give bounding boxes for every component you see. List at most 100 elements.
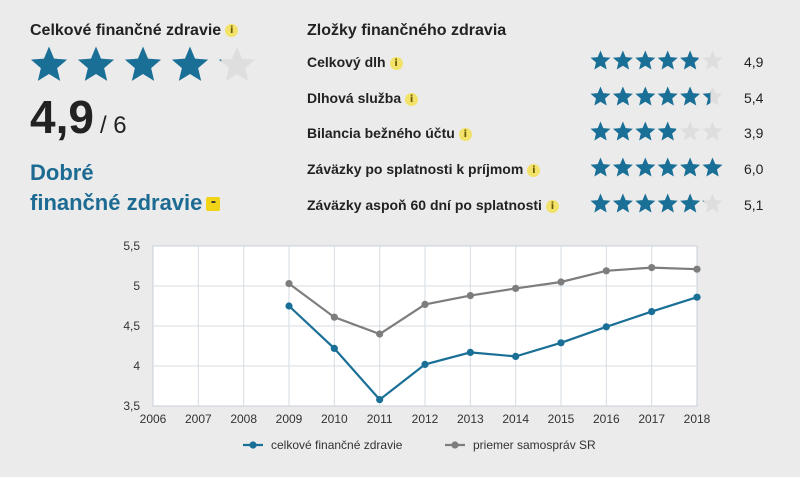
data-point[interactable]	[466, 348, 474, 356]
overall-star	[30, 46, 68, 81]
y-tick-label: 4	[133, 359, 140, 373]
component-star	[657, 121, 678, 141]
x-tick-label: 2018	[684, 412, 711, 426]
legend-swatch-dot	[451, 441, 459, 449]
component-star-rating	[590, 157, 723, 177]
component-star	[680, 121, 701, 141]
component-label-text: Záväzky aspoň 60 dní po splatnosti	[307, 197, 542, 213]
financial-health-line-chart: 5,5 5 4,5 4 3,5 2006 2007 2008 2009 2010 2011 2012…	[123, 239, 711, 452]
data-point[interactable]	[330, 344, 338, 352]
component-star	[657, 193, 678, 213]
x-tick-label: 2008	[230, 412, 257, 426]
component-star	[590, 50, 611, 70]
component-label: Celkový dlh i	[307, 54, 403, 70]
legend-item[interactable]: priemer samospráv SR	[445, 438, 596, 452]
x-tick-label: 2013	[457, 412, 484, 426]
component-star	[635, 50, 656, 70]
component-row: Záväzky po splatnosti k príjmom i 6,0	[307, 155, 777, 185]
data-point[interactable]	[693, 293, 701, 301]
component-value: 4,9	[744, 54, 764, 70]
overall-health-title: Celkové finančné zdravie i	[30, 22, 239, 40]
data-point[interactable]	[693, 265, 701, 273]
data-point[interactable]	[512, 352, 520, 360]
chart-series	[285, 264, 701, 404]
x-tick-label: 2010	[321, 412, 348, 426]
info-icon[interactable]: i	[225, 24, 239, 38]
data-point[interactable]	[285, 280, 293, 288]
component-label-text: Celkový dlh	[307, 54, 386, 70]
data-point[interactable]	[557, 339, 565, 347]
component-star	[680, 193, 701, 213]
x-tick-label: 2009	[276, 412, 303, 426]
data-point[interactable]	[602, 267, 610, 275]
y-tick-label: 5	[133, 279, 140, 293]
x-tick-label: 2012	[412, 412, 439, 426]
component-star	[702, 86, 723, 106]
data-point[interactable]	[602, 323, 610, 331]
data-point[interactable]	[648, 308, 656, 316]
data-point[interactable]	[421, 360, 429, 368]
component-star	[635, 157, 656, 177]
component-star	[612, 50, 633, 70]
overall-star	[218, 46, 256, 81]
y-tick-label: 3,5	[123, 399, 140, 413]
component-star	[612, 193, 633, 213]
overall-star	[124, 46, 162, 81]
y-tick-label: 4,5	[123, 319, 140, 333]
component-row: Bilancia bežného účtu i 3,9	[307, 119, 777, 149]
data-point[interactable]	[512, 284, 520, 292]
x-tick-label: 2014	[502, 412, 529, 426]
info-icon[interactable]: i	[458, 127, 472, 141]
component-star-rating	[590, 50, 723, 70]
component-label: Záväzky po splatnosti k príjmom i	[307, 161, 541, 177]
component-star	[612, 121, 633, 141]
y-axis-labels: 5,5 5 4,5 4 3,5	[123, 239, 140, 413]
component-row: Záväzky aspoň 60 dní po splatnosti i 5,1	[307, 191, 777, 221]
component-star-rating	[590, 121, 723, 141]
info-icon[interactable]: i	[405, 92, 419, 106]
x-tick-label: 2006	[140, 412, 167, 426]
component-star	[680, 86, 701, 106]
component-value: 3,9	[744, 125, 764, 141]
x-tick-label: 2017	[638, 412, 665, 426]
component-value: 5,1	[744, 197, 764, 213]
data-point[interactable]	[648, 264, 656, 272]
component-label: Dlhová služba i	[307, 90, 419, 106]
series-path	[288, 266, 698, 336]
data-point[interactable]	[466, 292, 474, 300]
component-label-text: Záväzky po splatnosti k príjmom	[307, 161, 524, 177]
component-star	[702, 121, 723, 141]
component-star	[680, 157, 701, 177]
overall-health-title-text: Celkové finančné zdravie	[30, 22, 222, 39]
chart-legend: celkové finančné zdravie priemer samosprá…	[243, 438, 596, 452]
data-point[interactable]	[557, 278, 565, 286]
minus-icon[interactable]: -	[206, 196, 221, 212]
data-point[interactable]	[421, 300, 429, 308]
data-point[interactable]	[376, 330, 384, 338]
overall-score: 4,9/ 6	[30, 90, 127, 144]
data-point[interactable]	[330, 313, 338, 321]
component-value: 6,0	[744, 161, 764, 177]
info-icon[interactable]: i	[527, 163, 541, 177]
component-label: Bilancia bežného účtu i	[307, 125, 472, 141]
x-tick-label: 2015	[548, 412, 575, 426]
data-point[interactable]	[285, 302, 293, 310]
component-star	[657, 157, 678, 177]
component-star	[612, 86, 633, 106]
component-star	[702, 157, 723, 177]
overall-star	[171, 46, 209, 81]
data-point[interactable]	[376, 396, 384, 404]
component-star	[702, 50, 723, 70]
info-icon[interactable]: i	[545, 199, 559, 213]
y-tick-label: 5,5	[123, 239, 140, 253]
component-star	[657, 50, 678, 70]
component-star	[702, 193, 723, 213]
component-row: Celkový dlh i 4,9	[307, 48, 777, 78]
info-icon[interactable]: i	[389, 56, 403, 70]
legend-item[interactable]: celkové finančné zdravie	[243, 438, 403, 452]
overall-star	[77, 46, 115, 81]
legend-label: priemer samospráv SR	[473, 438, 596, 452]
component-star	[680, 50, 701, 70]
legend-swatch-dot	[249, 441, 257, 449]
x-axis-labels: 2006 2007 2008 2009 2010 2011 2012 2013 2014 2015…	[140, 412, 711, 426]
